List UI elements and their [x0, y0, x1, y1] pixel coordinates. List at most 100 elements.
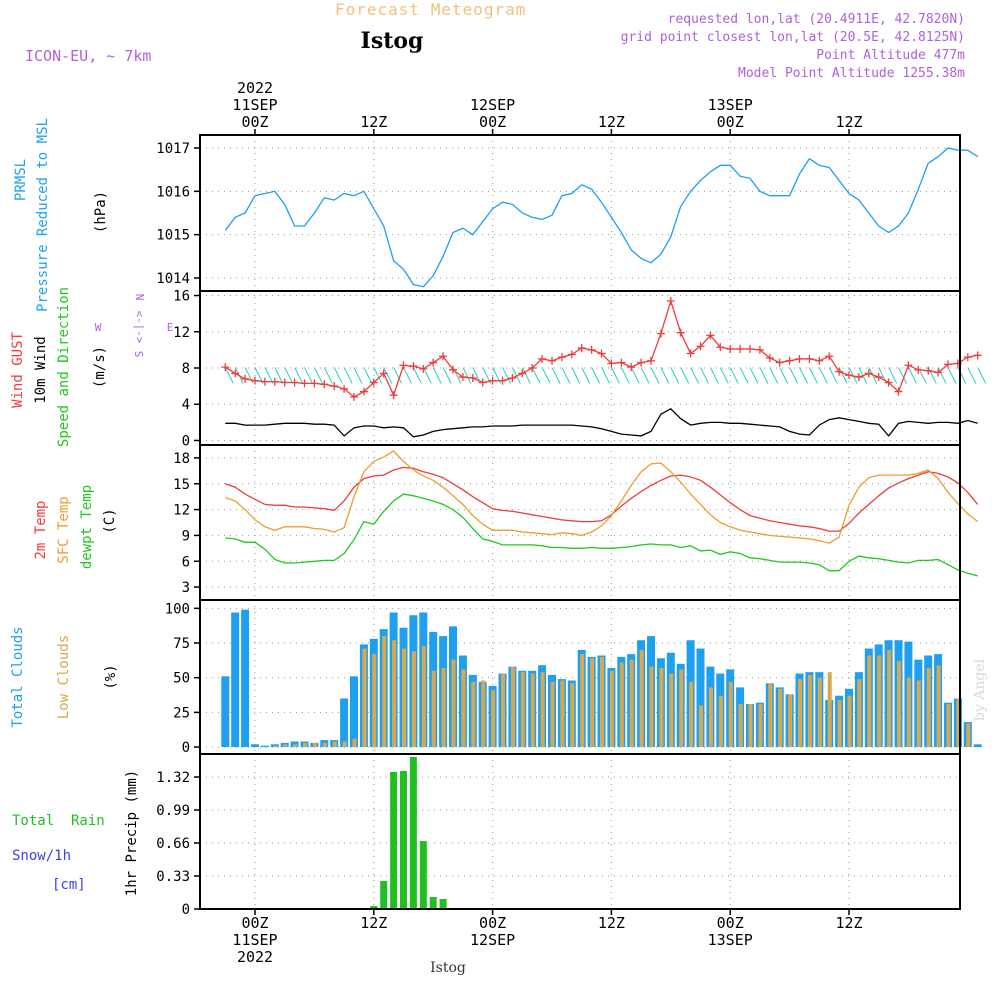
wind-direction-arrow — [274, 367, 284, 384]
wind-direction-arrow — [808, 367, 818, 384]
wind-gust-marker — [706, 331, 715, 340]
low-clouds-bar — [778, 688, 783, 748]
wind-gust-marker — [924, 366, 933, 375]
wind-gust-marker — [439, 352, 448, 361]
wind-gust-marker — [548, 356, 556, 365]
wind-direction-arrow — [383, 367, 393, 384]
wind-gust-marker — [241, 374, 250, 383]
total-clouds-bar — [340, 698, 349, 748]
wind-gust-marker — [864, 369, 873, 378]
model-altitude: Model Point Altitude 1255.38m — [738, 66, 965, 81]
low-clouds-bar — [738, 704, 743, 748]
low-clouds-bar — [461, 669, 466, 748]
wind-direction-arrow — [412, 367, 422, 384]
wind-direction-arrow — [660, 367, 670, 384]
wind-direction-arrow — [531, 367, 541, 384]
temp2m-label: 2m Temp — [33, 500, 49, 559]
precipitation-tick-label: 0.66 — [156, 836, 190, 852]
dewpt-label: dewpt Temp — [79, 485, 95, 569]
pressure-tick-label: 1016 — [156, 184, 190, 200]
wind-gust-marker — [963, 353, 972, 362]
wind-direction-arrow — [541, 367, 551, 384]
wind-gust-marker — [894, 387, 903, 396]
low-clouds-bar — [807, 674, 812, 748]
clouds-tick-label: 0 — [182, 740, 190, 756]
top-time-label: 13SEP — [708, 96, 753, 114]
wind-gust-marker — [340, 384, 349, 393]
wind-gust-marker — [320, 380, 329, 389]
low-clouds-bar — [887, 649, 892, 748]
wind-gust-marker — [746, 344, 754, 353]
low-clouds-bar — [540, 672, 545, 748]
temp-sfc-line — [225, 450, 979, 544]
low-clouds-bar — [857, 679, 862, 748]
precipitation-tick-label: 1.32 — [156, 770, 190, 786]
frame-layer — [199, 134, 961, 910]
bottom-time-label: 12Z — [835, 914, 862, 932]
clouds-unit: (%) — [103, 664, 119, 689]
wind-gust-marker — [656, 329, 665, 338]
low-clouds-bar — [699, 705, 703, 748]
wind-gust-marker — [508, 373, 517, 382]
wind-direction-arrow — [620, 367, 630, 384]
wind-direction-arrow — [313, 367, 323, 384]
bottom-time-label: 12Z — [360, 914, 387, 932]
compass-arrows: <-|-> — [133, 310, 146, 343]
low-clouds-bar — [352, 738, 357, 748]
wind-direction-arrow — [650, 367, 660, 384]
wind-gust-marker — [567, 350, 576, 359]
wind-direction-label: Speed and Direction — [56, 287, 72, 447]
low-clouds-bar — [550, 681, 555, 748]
rain-bar — [400, 771, 407, 909]
wind-direction-arrow — [224, 367, 234, 384]
rain-bar — [439, 899, 447, 909]
wind-gust-marker — [785, 356, 794, 365]
wind-gust-marker — [904, 361, 913, 370]
low-clouds-bar — [530, 673, 535, 748]
wind-gust-marker — [597, 349, 606, 358]
bottom-time-label: 11SEP — [232, 931, 277, 949]
wind-direction-arrow — [977, 367, 987, 384]
low-clouds-bar — [303, 742, 307, 748]
wind-10m-label: 10m Wind — [33, 336, 49, 403]
wind-direction-arrow — [709, 367, 719, 384]
wind-unit: (m/s) — [92, 346, 108, 388]
wind-direction-arrow — [967, 367, 977, 384]
wind-gust-marker — [251, 376, 259, 385]
low-clouds-bar — [580, 654, 585, 748]
bottom-station-label: Istog — [430, 960, 466, 976]
wind-gust-marker — [775, 358, 784, 367]
low-clouds-bar — [748, 704, 753, 748]
wind-gust-marker — [934, 368, 943, 377]
wind-direction-arrow — [393, 367, 403, 384]
wind-direction-arrow — [947, 367, 957, 384]
wind-gust-marker — [359, 387, 368, 396]
pressure-label-1: PRMSL — [13, 159, 29, 201]
low-clouds-bar — [916, 680, 921, 748]
wind-direction-arrow — [333, 367, 343, 384]
wind-direction-arrow — [719, 367, 729, 384]
low-clouds-bar — [926, 667, 931, 748]
temp-2m-line — [225, 466, 979, 532]
pressure-tick-label: 1017 — [156, 141, 190, 157]
total-clouds-bar — [241, 609, 250, 748]
total-clouds-label: Total Clouds — [10, 626, 26, 727]
wind-gust-marker — [330, 382, 339, 391]
compass-s: S — [132, 351, 145, 358]
precipitation-tick-label: 0 — [182, 902, 190, 918]
compass-n: N — [133, 294, 146, 301]
low-clouds-bar — [293, 744, 298, 748]
station-title: Istog — [361, 28, 424, 54]
low-clouds-bar — [936, 665, 941, 748]
wind-gust-marker — [498, 376, 507, 385]
dewpt-line — [225, 493, 978, 577]
wind-gust-marker — [973, 351, 982, 360]
compass-rose: N <-|-> S W E — [95, 294, 174, 358]
top-time-label: 2022 — [237, 79, 273, 97]
wind-gust-marker — [300, 379, 309, 388]
wind-gust-marker — [825, 352, 834, 361]
low-clouds-bar — [758, 704, 763, 748]
wind-direction-arrow — [907, 367, 917, 384]
low-clouds-bar — [679, 669, 684, 748]
wind-direction-arrow — [462, 367, 472, 384]
